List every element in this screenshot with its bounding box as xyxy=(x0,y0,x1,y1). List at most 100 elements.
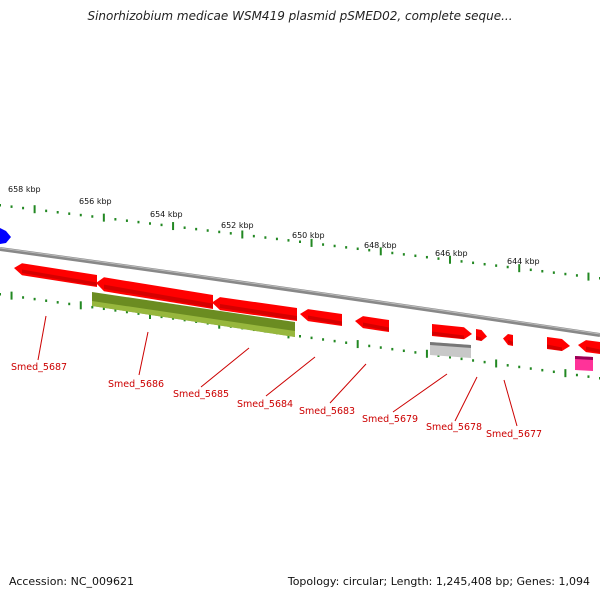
outer-tick xyxy=(310,238,313,247)
gene-smed-5679-shade xyxy=(432,331,464,340)
inner-tick xyxy=(91,305,94,309)
outer-tick xyxy=(391,251,394,255)
outer-tick xyxy=(114,218,117,221)
inner-tick xyxy=(552,370,555,374)
inner-tick xyxy=(172,317,175,320)
outer-tick xyxy=(241,230,244,239)
inner-tick xyxy=(506,364,509,367)
outer-tick xyxy=(149,222,151,225)
leader-line xyxy=(392,373,448,413)
inner-tick xyxy=(368,344,371,348)
leader-line xyxy=(454,376,478,422)
outer-tick xyxy=(322,243,325,246)
accession-text: Accession: NC_009621 xyxy=(9,575,135,588)
map-title: Sinorhizobium medicae WSM419 plasmid pSM… xyxy=(87,9,513,23)
gene-smed-5686 xyxy=(96,277,213,309)
outer-tick xyxy=(264,236,267,239)
scale-tick-label: 652 kbp xyxy=(221,221,254,230)
outer-tick xyxy=(218,230,221,234)
outer-tick xyxy=(91,215,94,218)
gene-red-right-1-shade xyxy=(547,344,562,352)
outer-tick xyxy=(229,232,232,235)
leader-line xyxy=(200,347,250,388)
genome-summary-text: Topology: circular; Length: 1,245,408 bp… xyxy=(287,575,590,588)
outer-tick xyxy=(460,260,463,263)
outer-tick xyxy=(79,213,82,217)
gene-label: Smed_5677 xyxy=(486,429,542,440)
inner-tick xyxy=(125,310,128,314)
gene-blue xyxy=(0,228,11,244)
inner-tick xyxy=(495,359,498,368)
outer-tick xyxy=(379,247,382,256)
inner-tick xyxy=(345,341,348,344)
outer-tick xyxy=(137,220,140,224)
plasmid-backbone xyxy=(0,247,600,337)
inner-tick xyxy=(564,369,567,378)
inner-tick xyxy=(425,349,428,358)
gene-gray xyxy=(430,342,471,358)
outer-tick xyxy=(529,268,532,272)
gene-olive xyxy=(92,292,295,337)
inner-tick xyxy=(437,354,440,357)
outer-tick xyxy=(195,227,198,231)
gene-label: Smed_5684 xyxy=(237,399,293,410)
inner-tick xyxy=(391,347,394,351)
inner-tick xyxy=(10,291,13,300)
gene-smed-5677 xyxy=(503,334,513,346)
leader-line xyxy=(138,331,149,376)
gene-smed-5684 xyxy=(300,309,342,326)
scale-tick-label: 658 kbp xyxy=(8,185,41,194)
inner-tick xyxy=(33,297,36,301)
outer-tick xyxy=(495,264,498,267)
scale-tick-label: 644 kbp xyxy=(507,257,540,266)
outer-tick xyxy=(345,246,348,249)
gene-label: Smed_5687 xyxy=(11,362,67,373)
inner-tick xyxy=(160,315,163,319)
gene-smed-5685 xyxy=(212,297,297,321)
scale-tick-label: 656 kbp xyxy=(79,197,112,206)
inner-tick xyxy=(472,359,475,362)
outer-tick xyxy=(252,234,255,238)
gene-smed-5685-shade xyxy=(220,304,297,320)
outer-tick xyxy=(22,206,25,210)
outer-tick xyxy=(102,213,105,222)
inner-tick xyxy=(356,340,359,349)
outer-tick xyxy=(483,262,486,266)
gene-smed-5687-shade xyxy=(22,269,97,287)
gene-labels: Smed_5687 Smed_5686 Smed_5685 Smed_5684 Smed… xyxy=(11,362,542,440)
inner-tick xyxy=(518,365,521,369)
scale-tick-label: 654 kbp xyxy=(150,210,183,219)
scale-tick-label: 650 kbp xyxy=(292,231,325,240)
gene-label: Smed_5678 xyxy=(426,422,482,433)
outer-tick xyxy=(56,211,59,214)
gene-label: Smed_5686 xyxy=(108,379,164,390)
outer-tick xyxy=(125,219,128,222)
outer-tick xyxy=(506,265,509,269)
gene-pink xyxy=(575,356,593,371)
inner-tick xyxy=(45,299,48,302)
scale-labels: 658 kbp 656 kbp 654 kbp 652 kbp 650 kbp 648 k… xyxy=(8,185,540,266)
outer-tick xyxy=(541,269,544,273)
gene-smed-5683 xyxy=(355,316,389,332)
outer-tick xyxy=(333,244,336,248)
inner-tick xyxy=(149,311,151,319)
gene-blue-body xyxy=(0,228,11,244)
backbone-highlight xyxy=(0,247,600,335)
outer-tick xyxy=(472,261,475,265)
inner-tick xyxy=(449,356,451,359)
gene-label: Smed_5685 xyxy=(173,389,229,400)
inner-tick xyxy=(102,307,105,311)
outer-tick xyxy=(356,247,359,251)
outer-tick xyxy=(10,205,13,208)
leader-line xyxy=(265,356,316,397)
outer-tick xyxy=(437,257,440,260)
inner-tick xyxy=(575,373,578,377)
inner-tick xyxy=(79,301,82,310)
leader-line xyxy=(329,363,367,404)
gene-smed-5678 xyxy=(476,329,487,342)
gene-gray-edge xyxy=(430,342,471,348)
outer-tick xyxy=(172,222,175,231)
gene-red-right-2-shade xyxy=(586,346,600,354)
gene-smed-5683-shade xyxy=(363,322,389,332)
